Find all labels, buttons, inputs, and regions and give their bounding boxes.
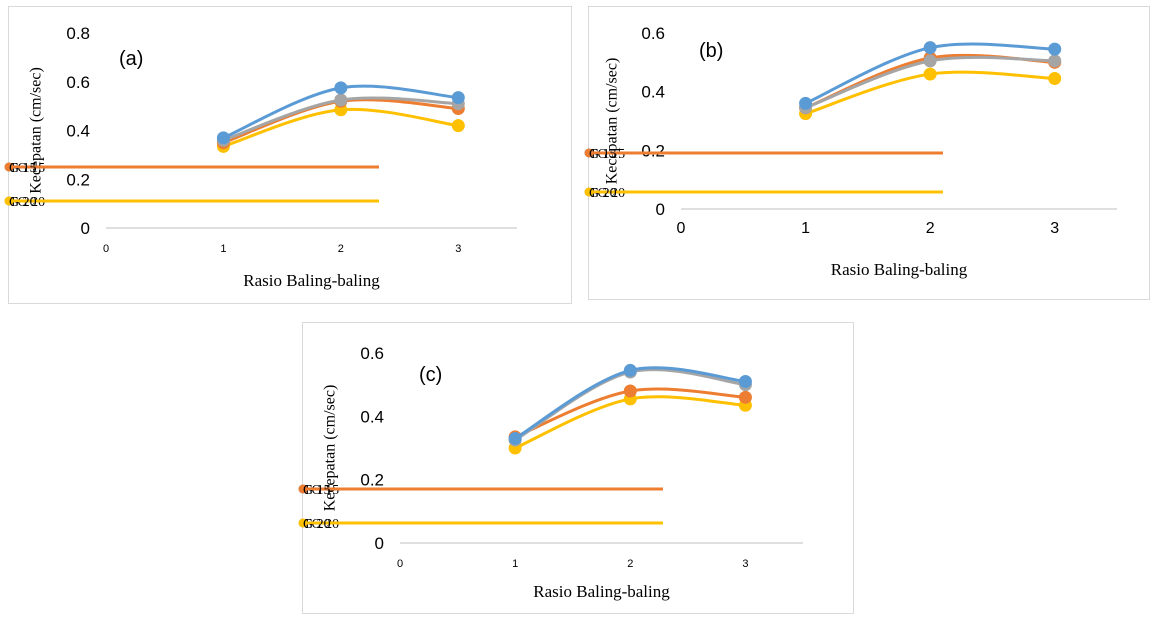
panel-label: (c)	[419, 364, 442, 386]
data-point	[1048, 54, 1062, 68]
y-tick-label: 0	[656, 200, 665, 219]
data-point	[451, 91, 465, 105]
y-tick-label: 0	[81, 219, 90, 238]
panel-label: (b)	[699, 40, 723, 62]
data-point	[1048, 71, 1062, 85]
y-tick-label: 0.2	[360, 471, 384, 490]
chart-svg: 0 0.2 0.4 0.6 0 1 2 3 Rasio Baling-baling Kecepat…	[298, 344, 803, 601]
data-point	[623, 363, 637, 377]
legend-marker	[4, 162, 14, 172]
data-point	[623, 384, 637, 398]
y-tick-label: 0.6	[66, 73, 90, 92]
y-tick-label: 0.6	[360, 344, 384, 363]
x-tick-label: 2	[627, 558, 633, 570]
legend: TG 15G 15TG 20G 20	[4, 161, 379, 210]
data-point	[738, 390, 752, 404]
x-axis-title: Rasio Baling-baling	[831, 260, 968, 279]
data-point	[923, 41, 937, 55]
legend-label: G 20	[589, 186, 617, 201]
data-point	[216, 131, 230, 145]
x-axis-title: Rasio Baling-baling	[243, 271, 380, 290]
legend-marker	[584, 148, 594, 158]
y-tick-label: 0.8	[66, 24, 90, 43]
data-point	[923, 67, 937, 81]
legend: TG 15G 15TG 20G 20	[298, 483, 663, 532]
y-tick-label: 0.4	[360, 407, 384, 426]
y-tick-label: 0.2	[641, 141, 665, 160]
x-tick-label: 3	[1050, 220, 1059, 237]
chart-panel-c: 0 0.2 0.4 0.6 0 1 2 3 Rasio Baling-baling Kecepat…	[298, 322, 854, 614]
x-tick-label: 2	[338, 243, 344, 255]
data-point	[334, 93, 348, 107]
x-tick-label: 3	[455, 243, 461, 255]
x-tick-label: 2	[926, 220, 935, 237]
chart-panel-a: 0 0.2 0.4 0.6 0.8 0 1 2 3 Rasio Baling-baling Kece…	[4, 6, 572, 304]
x-tick-label: 1	[220, 243, 226, 255]
x-tick-label: 1	[512, 558, 518, 570]
x-tick-label: 1	[801, 220, 810, 237]
x-axis-title: Rasio Baling-baling	[533, 582, 670, 601]
y-axis-title: Kecepatan (cm/sec)	[604, 58, 621, 185]
y-tick-label: 0.4	[641, 83, 665, 102]
data-point	[451, 119, 465, 133]
y-axis-title: Kecepatan (cm/sec)	[28, 67, 45, 194]
y-tick-label: 0.4	[66, 122, 90, 141]
y-tick-label: 0.6	[641, 24, 665, 43]
x-tick-label: 0	[397, 558, 403, 570]
legend-label: G 15	[303, 483, 331, 498]
data-point	[334, 81, 348, 95]
data-point	[923, 54, 937, 68]
x-tick-label: 0	[677, 220, 686, 237]
data-point	[799, 96, 813, 110]
data-point	[508, 432, 522, 445]
legend-label: G 20	[303, 517, 331, 532]
y-tick-label: 0.2	[66, 170, 90, 189]
legend-marker	[584, 187, 594, 197]
legend: TG 15G 15TG 20G 20	[584, 147, 943, 201]
panel-label: (a)	[119, 48, 143, 70]
x-tick-label: 3	[742, 558, 748, 570]
legend-label: G 20	[9, 195, 37, 210]
legend-marker	[298, 518, 308, 528]
y-tick-label: 0	[375, 534, 384, 553]
legend-marker	[4, 196, 14, 206]
legend-marker	[298, 484, 308, 494]
chart-panel-b: 0 0.2 0.4 0.6 0 1 2 3 Rasio Baling-baling Kecepat…	[584, 6, 1150, 300]
x-tick-label: 0	[103, 243, 109, 255]
chart-svg: 0 0.2 0.4 0.6 0 1 2 3 Rasio Baling-baling Kecepat…	[584, 24, 1117, 279]
legend-label: G 15	[589, 147, 617, 162]
data-point	[1048, 42, 1062, 56]
data-point	[738, 375, 752, 388]
y-axis-title: Kecepatan (cm/sec)	[322, 385, 339, 512]
chart-svg: 0 0.2 0.4 0.6 0.8 0 1 2 3 Rasio Baling-baling Kece…	[4, 24, 517, 290]
legend-label: G 15	[9, 161, 37, 176]
